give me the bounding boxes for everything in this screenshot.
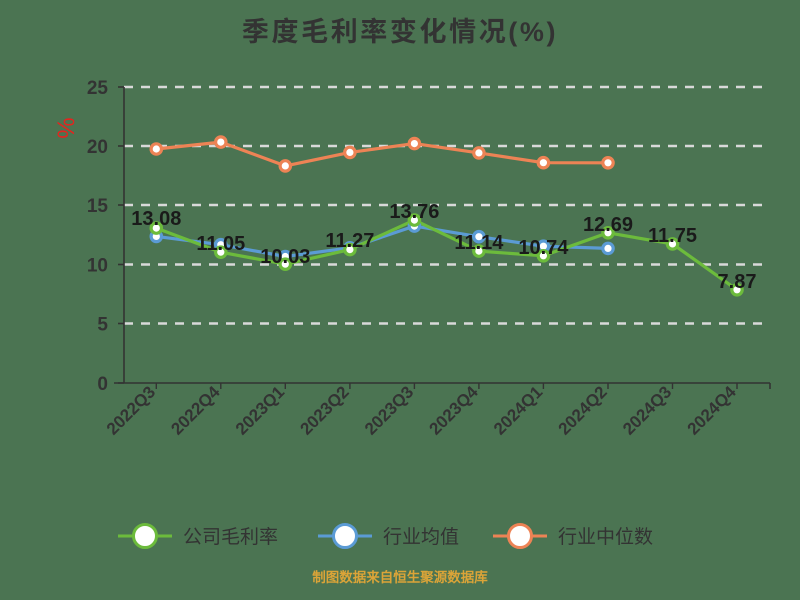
svg-text:2022Q4: 2022Q4 xyxy=(167,382,224,439)
svg-text:13.08: 13.08 xyxy=(131,208,181,230)
svg-text:制图数据来自恒生聚源数据库: 制图数据来自恒生聚源数据库 xyxy=(312,569,488,585)
svg-text:2024Q3: 2024Q3 xyxy=(619,382,675,438)
svg-text:13.76: 13.76 xyxy=(389,201,439,223)
svg-text:2023Q1: 2023Q1 xyxy=(232,382,288,438)
svg-text:2024Q1: 2024Q1 xyxy=(490,382,546,438)
svg-text:20: 20 xyxy=(87,137,108,158)
svg-text:2024Q4: 2024Q4 xyxy=(684,382,741,439)
svg-text:%: % xyxy=(52,117,79,138)
svg-text:11.14: 11.14 xyxy=(454,232,504,254)
svg-text:2023Q2: 2023Q2 xyxy=(297,382,353,438)
svg-text:25: 25 xyxy=(87,78,109,99)
svg-text:行业均值: 行业均值 xyxy=(383,526,459,548)
svg-text:15: 15 xyxy=(87,196,109,217)
svg-text:2024Q2: 2024Q2 xyxy=(555,382,611,438)
svg-text:7.87: 7.87 xyxy=(718,271,757,293)
svg-text:10: 10 xyxy=(87,256,108,277)
svg-text:10.03: 10.03 xyxy=(260,246,310,268)
svg-text:5: 5 xyxy=(97,315,108,336)
svg-text:2023Q4: 2023Q4 xyxy=(426,382,483,439)
svg-text:2022Q3: 2022Q3 xyxy=(103,382,159,438)
svg-text:0: 0 xyxy=(97,374,108,395)
svg-text:12.69: 12.69 xyxy=(583,214,633,236)
svg-text:11.27: 11.27 xyxy=(325,230,374,252)
svg-text:公司毛利率: 公司毛利率 xyxy=(183,526,278,548)
svg-text:2023Q3: 2023Q3 xyxy=(361,382,417,438)
svg-text:11.75: 11.75 xyxy=(648,225,697,247)
svg-text:10.74: 10.74 xyxy=(518,237,569,259)
svg-text:11.05: 11.05 xyxy=(196,233,245,255)
svg-text:行业中位数: 行业中位数 xyxy=(558,526,653,548)
